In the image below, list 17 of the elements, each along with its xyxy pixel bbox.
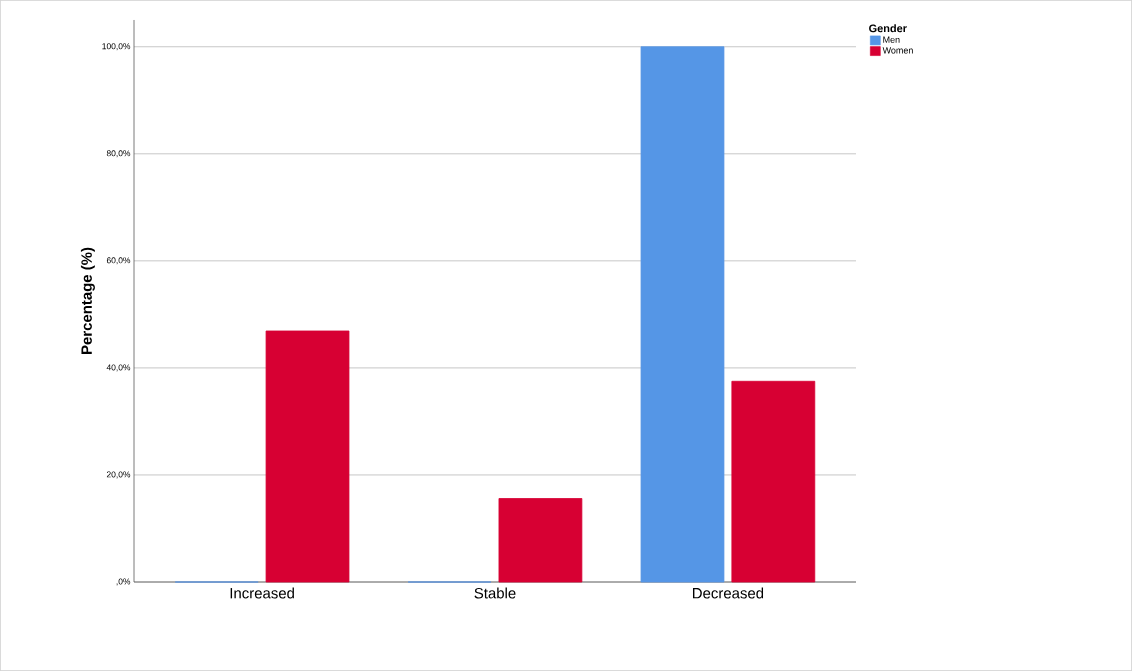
x-tick-label: Stable (474, 587, 516, 599)
bar (640, 46, 725, 583)
legend-label: Men (883, 36, 900, 43)
y-tick-label: 60,0% (106, 257, 131, 265)
y-tick-label: ,0% (116, 578, 131, 586)
y-tick-label: 80,0% (106, 150, 131, 158)
legend-label: Women (882, 47, 913, 54)
y-axis-title: Percentage (%) (80, 247, 95, 354)
x-tick-label: Increased (230, 587, 294, 599)
legend-title: Gender (869, 24, 907, 33)
y-tick-label: 100,0% (102, 43, 131, 51)
x-tick-label: Decreased (692, 587, 764, 599)
bar (731, 380, 816, 583)
bar (498, 498, 583, 583)
y-tick-label: 20,0% (106, 471, 131, 479)
y-tick-label: 40,0% (106, 364, 131, 372)
bar (265, 330, 350, 583)
